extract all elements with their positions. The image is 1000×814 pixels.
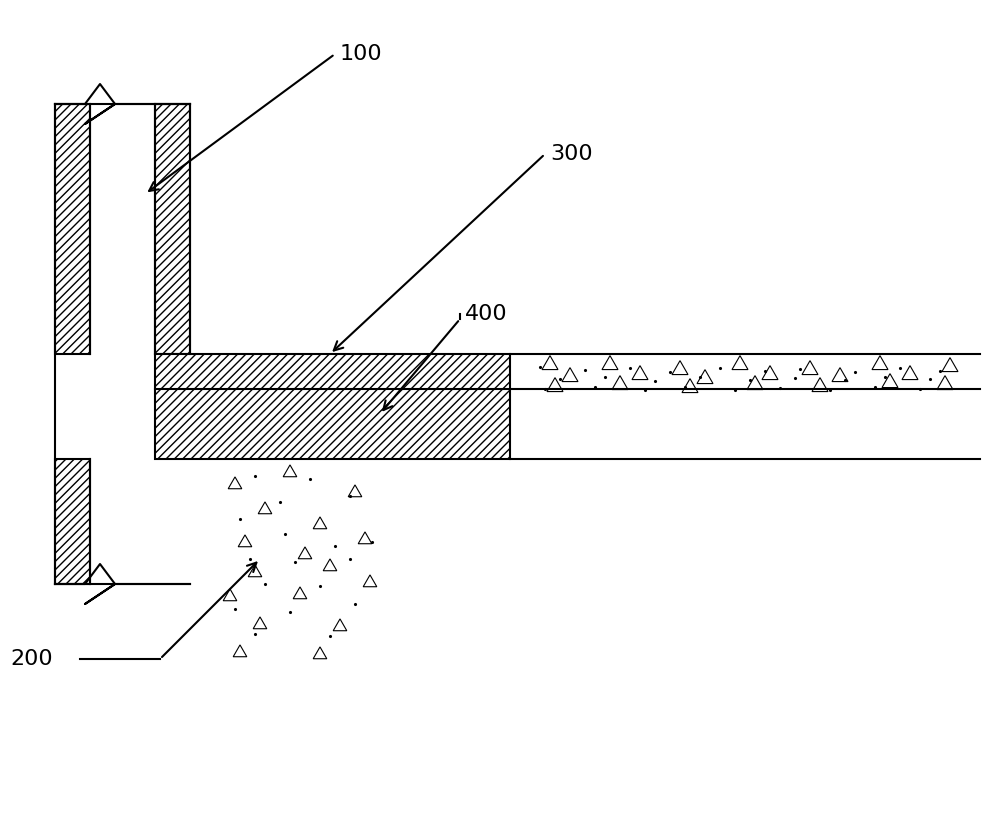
Polygon shape <box>155 354 510 459</box>
Polygon shape <box>155 104 190 354</box>
Text: 400: 400 <box>465 304 508 324</box>
Text: 100: 100 <box>340 44 383 64</box>
Polygon shape <box>55 104 90 354</box>
Text: 200: 200 <box>10 649 53 669</box>
Polygon shape <box>55 459 90 584</box>
Text: 300: 300 <box>550 144 593 164</box>
